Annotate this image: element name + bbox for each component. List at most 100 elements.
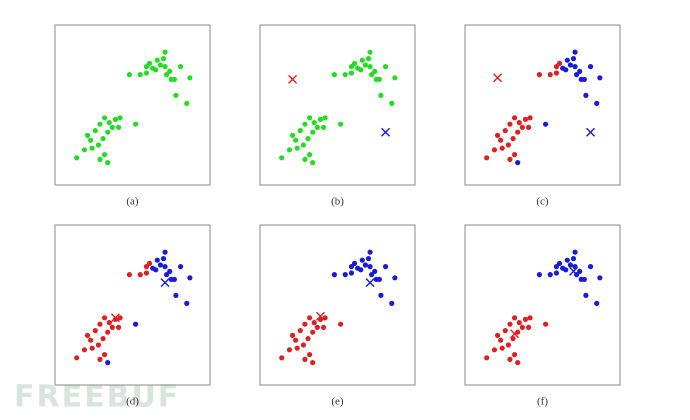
point [143,270,150,276]
panel-frame [259,224,416,386]
point [307,315,313,321]
point [572,249,578,255]
point [97,156,103,162]
point [162,64,168,70]
point [359,257,365,263]
point [105,329,111,335]
point [594,300,600,306]
point [92,128,98,134]
point [302,121,308,127]
point [117,115,123,121]
point [494,132,501,138]
point [146,260,153,266]
point [187,75,193,81]
point [184,100,190,106]
point [491,347,498,353]
point [572,49,578,55]
point [106,320,112,326]
point [369,272,375,278]
point [102,315,108,321]
point [574,72,580,78]
point [362,62,368,68]
point [293,137,299,143]
point [310,329,316,335]
point [331,72,337,78]
point [162,49,168,55]
point [597,275,603,281]
point [525,124,532,130]
point [322,115,328,121]
panel-frame [464,24,621,186]
point [511,152,518,158]
point [184,300,190,306]
point [95,142,101,148]
point [112,116,119,122]
point [367,49,373,55]
point [522,116,529,122]
point [307,115,313,121]
point [115,324,122,330]
point [81,147,88,153]
point [597,75,603,81]
point [392,75,398,81]
centroid [160,278,170,288]
point [289,332,296,338]
point [84,132,91,138]
point [102,352,108,358]
point [143,64,150,70]
point [97,321,103,327]
point [167,68,173,74]
point [342,72,348,78]
point [153,67,159,73]
point [297,128,303,134]
point [294,145,300,151]
centroid [381,127,391,137]
point [516,320,522,326]
point [543,321,549,327]
panel-label: (b) [331,196,344,208]
point [143,264,150,270]
point [572,64,578,70]
point [547,72,553,78]
point [100,336,106,342]
point [133,321,139,327]
point [311,320,317,326]
point [583,292,589,298]
point [362,262,368,268]
point [105,360,111,366]
point [498,337,504,343]
point [307,152,313,158]
point [553,70,560,76]
point [567,262,574,268]
panel-label: (d) [126,396,139,408]
panel-frame [54,224,211,386]
point [564,257,570,263]
point [547,272,553,278]
point [507,156,513,162]
point [581,76,587,82]
point [516,120,522,126]
point [553,264,560,270]
point [507,321,513,327]
point [117,315,123,321]
point [511,352,518,358]
point [177,264,184,270]
point [310,160,316,166]
point [154,57,160,63]
point [109,124,115,130]
point [358,67,364,73]
point [160,256,167,262]
point [97,121,103,127]
point [112,316,119,322]
point [382,64,389,70]
point [297,328,303,334]
point [519,324,525,330]
point [342,272,348,278]
point [157,62,163,68]
panel-frame [259,24,416,186]
point [392,275,398,281]
point [100,136,106,142]
point [302,156,308,162]
point [358,267,364,273]
point [376,76,382,82]
